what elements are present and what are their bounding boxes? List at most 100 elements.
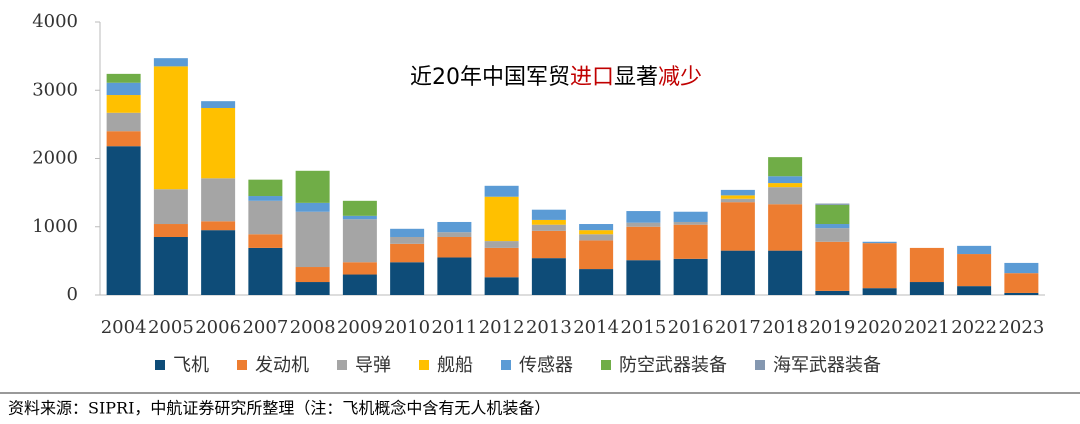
bar-segment <box>248 200 283 235</box>
bar-segment <box>720 198 755 203</box>
bar-segment <box>248 234 283 248</box>
bar-segment <box>106 131 141 147</box>
bar-segment <box>626 211 661 223</box>
x-tick-label: 2009 <box>337 317 383 338</box>
bar-segment <box>768 176 803 184</box>
bar-segment <box>106 112 141 132</box>
bar-segment <box>201 101 236 108</box>
legend-swatch <box>337 360 347 370</box>
bar-segment <box>106 95 141 113</box>
bar-segment <box>248 179 283 197</box>
bar-segment <box>815 224 850 229</box>
bar-segment <box>768 157 803 177</box>
legend-swatch <box>237 360 247 370</box>
bar-segment <box>531 230 566 259</box>
legend-swatch <box>501 360 511 370</box>
x-tick-label: 2010 <box>384 317 430 338</box>
x-tick-label: 2013 <box>526 317 572 338</box>
bar-segment <box>153 224 188 237</box>
legend-label: 发动机 <box>255 355 309 376</box>
bar-segment <box>531 219 566 225</box>
annotation-part: 显著 <box>614 65 658 90</box>
bar-segment <box>720 189 755 196</box>
bar-segment <box>342 219 377 263</box>
bar-segment <box>531 209 566 220</box>
bar-segment <box>673 258 708 295</box>
bar-segment <box>437 221 472 233</box>
bar-segment <box>815 203 850 205</box>
bar-segment <box>579 230 614 235</box>
bar-segment <box>484 196 519 242</box>
legend-label: 舰船 <box>437 355 473 376</box>
bar-segment <box>531 258 566 295</box>
source-note: 资料来源：SIPRI，中航证券研究所整理（注：飞机概念中含有无人机装备） <box>8 399 550 418</box>
bar-segment <box>295 211 330 268</box>
x-tick-label: 2008 <box>290 317 336 338</box>
bar-segment <box>484 247 519 278</box>
legend-swatch <box>755 360 765 370</box>
x-tick-label: 2011 <box>431 317 477 338</box>
bar-segment <box>815 290 850 295</box>
bar-segment <box>1004 292 1039 295</box>
bar-segment <box>768 250 803 295</box>
legend-label: 海军武器装备 <box>773 355 881 376</box>
bar-segment <box>815 228 850 242</box>
annotation-part: 进口 <box>570 65 614 90</box>
legend-label: 防空武器装备 <box>619 355 727 376</box>
bar-segment <box>106 146 141 295</box>
bar-segment <box>720 250 755 295</box>
bar-segment <box>437 257 472 295</box>
x-tick-label: 2004 <box>101 317 147 338</box>
bar-segment <box>957 286 992 295</box>
bar-segment <box>201 221 236 231</box>
bar-segment <box>295 282 330 295</box>
bar-segment <box>1004 273 1039 293</box>
bar-segment <box>342 200 377 216</box>
legend-label: 飞机 <box>173 355 209 376</box>
bar-segment <box>673 221 708 225</box>
bar-segment <box>909 282 944 295</box>
bar-segment <box>909 247 944 283</box>
bar-segment <box>579 224 614 231</box>
x-tick-label: 2021 <box>904 317 950 338</box>
bar-segment <box>390 262 425 295</box>
x-tick-label: 2006 <box>195 317 241 338</box>
x-tick-label: 2012 <box>479 317 525 338</box>
bar-segment <box>153 236 188 295</box>
y-tick-label: 3000 <box>32 79 78 100</box>
annotation-part: 减少 <box>658 65 702 90</box>
bar-segment <box>768 204 803 251</box>
bar-segment <box>862 288 897 295</box>
legend-swatch <box>155 360 165 370</box>
bar-segment <box>295 267 330 283</box>
bar-segment <box>153 189 188 225</box>
bar-segment <box>815 204 850 225</box>
bar-segment <box>484 185 519 197</box>
y-tick-label: 1000 <box>32 216 78 237</box>
bar-segment <box>626 222 661 227</box>
legend-swatch <box>419 360 429 370</box>
bar-segment <box>531 224 566 231</box>
bar-segment <box>153 66 188 190</box>
bar-segment <box>390 236 425 244</box>
x-tick-label: 2014 <box>573 317 619 338</box>
bar-segment <box>768 187 803 205</box>
x-tick-label: 2020 <box>857 317 903 338</box>
y-tick-label: 2000 <box>32 148 78 169</box>
bar-segment <box>626 260 661 295</box>
x-tick-label: 2017 <box>715 317 761 338</box>
bar-segment <box>295 202 330 212</box>
x-tick-label: 2023 <box>998 317 1044 338</box>
bar-segment <box>862 243 897 289</box>
annotation-part: 近20年中国军贸 <box>410 65 570 90</box>
bar-segment <box>862 241 897 244</box>
bar-segment <box>248 196 283 201</box>
bar-segment <box>390 228 425 237</box>
bar-segment <box>342 262 377 275</box>
x-tick-label: 2015 <box>620 317 666 338</box>
bar-segment <box>106 82 141 96</box>
bar-segment <box>673 224 708 259</box>
x-tick-label: 2007 <box>242 317 288 338</box>
y-tick-label: 0 <box>67 284 78 305</box>
